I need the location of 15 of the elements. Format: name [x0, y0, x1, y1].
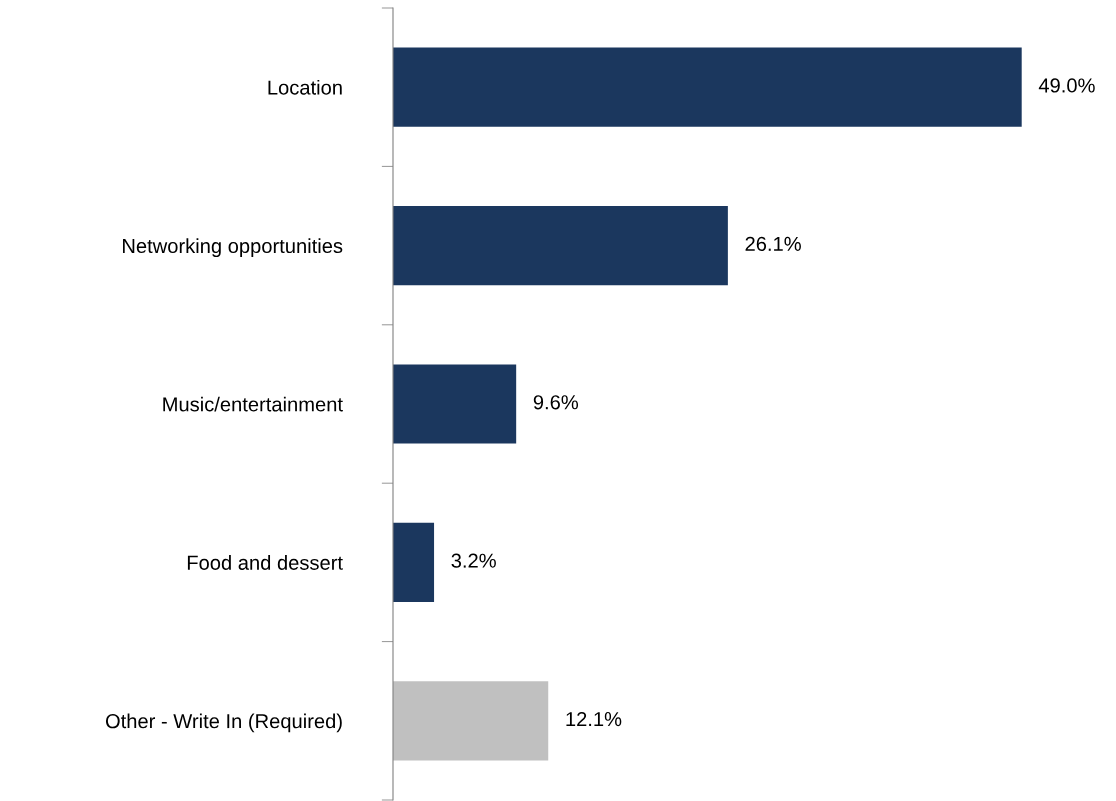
- y-tick-label: Location: [268, 79, 342, 95]
- bar: [393, 364, 517, 444]
- data-label: 9.6%: [533, 395, 579, 410]
- y-tick-label: Food and dessert: [187, 555, 343, 570]
- bar: [393, 522, 435, 602]
- y-tick-label: Other - Write In (Required): [105, 713, 342, 733]
- y-tick-label: Networking opportunities: [123, 238, 343, 258]
- y-tick-label: Music/entertainment: [163, 396, 343, 412]
- data-label: 3.2%: [451, 553, 496, 568]
- data-label: 12.1%: [566, 711, 622, 727]
- bar: [393, 47, 1022, 127]
- data-label: 49.0%: [1038, 78, 1095, 93]
- bar: [393, 681, 549, 761]
- bar: [393, 206, 728, 286]
- data-label: 26.1%: [745, 236, 801, 252]
